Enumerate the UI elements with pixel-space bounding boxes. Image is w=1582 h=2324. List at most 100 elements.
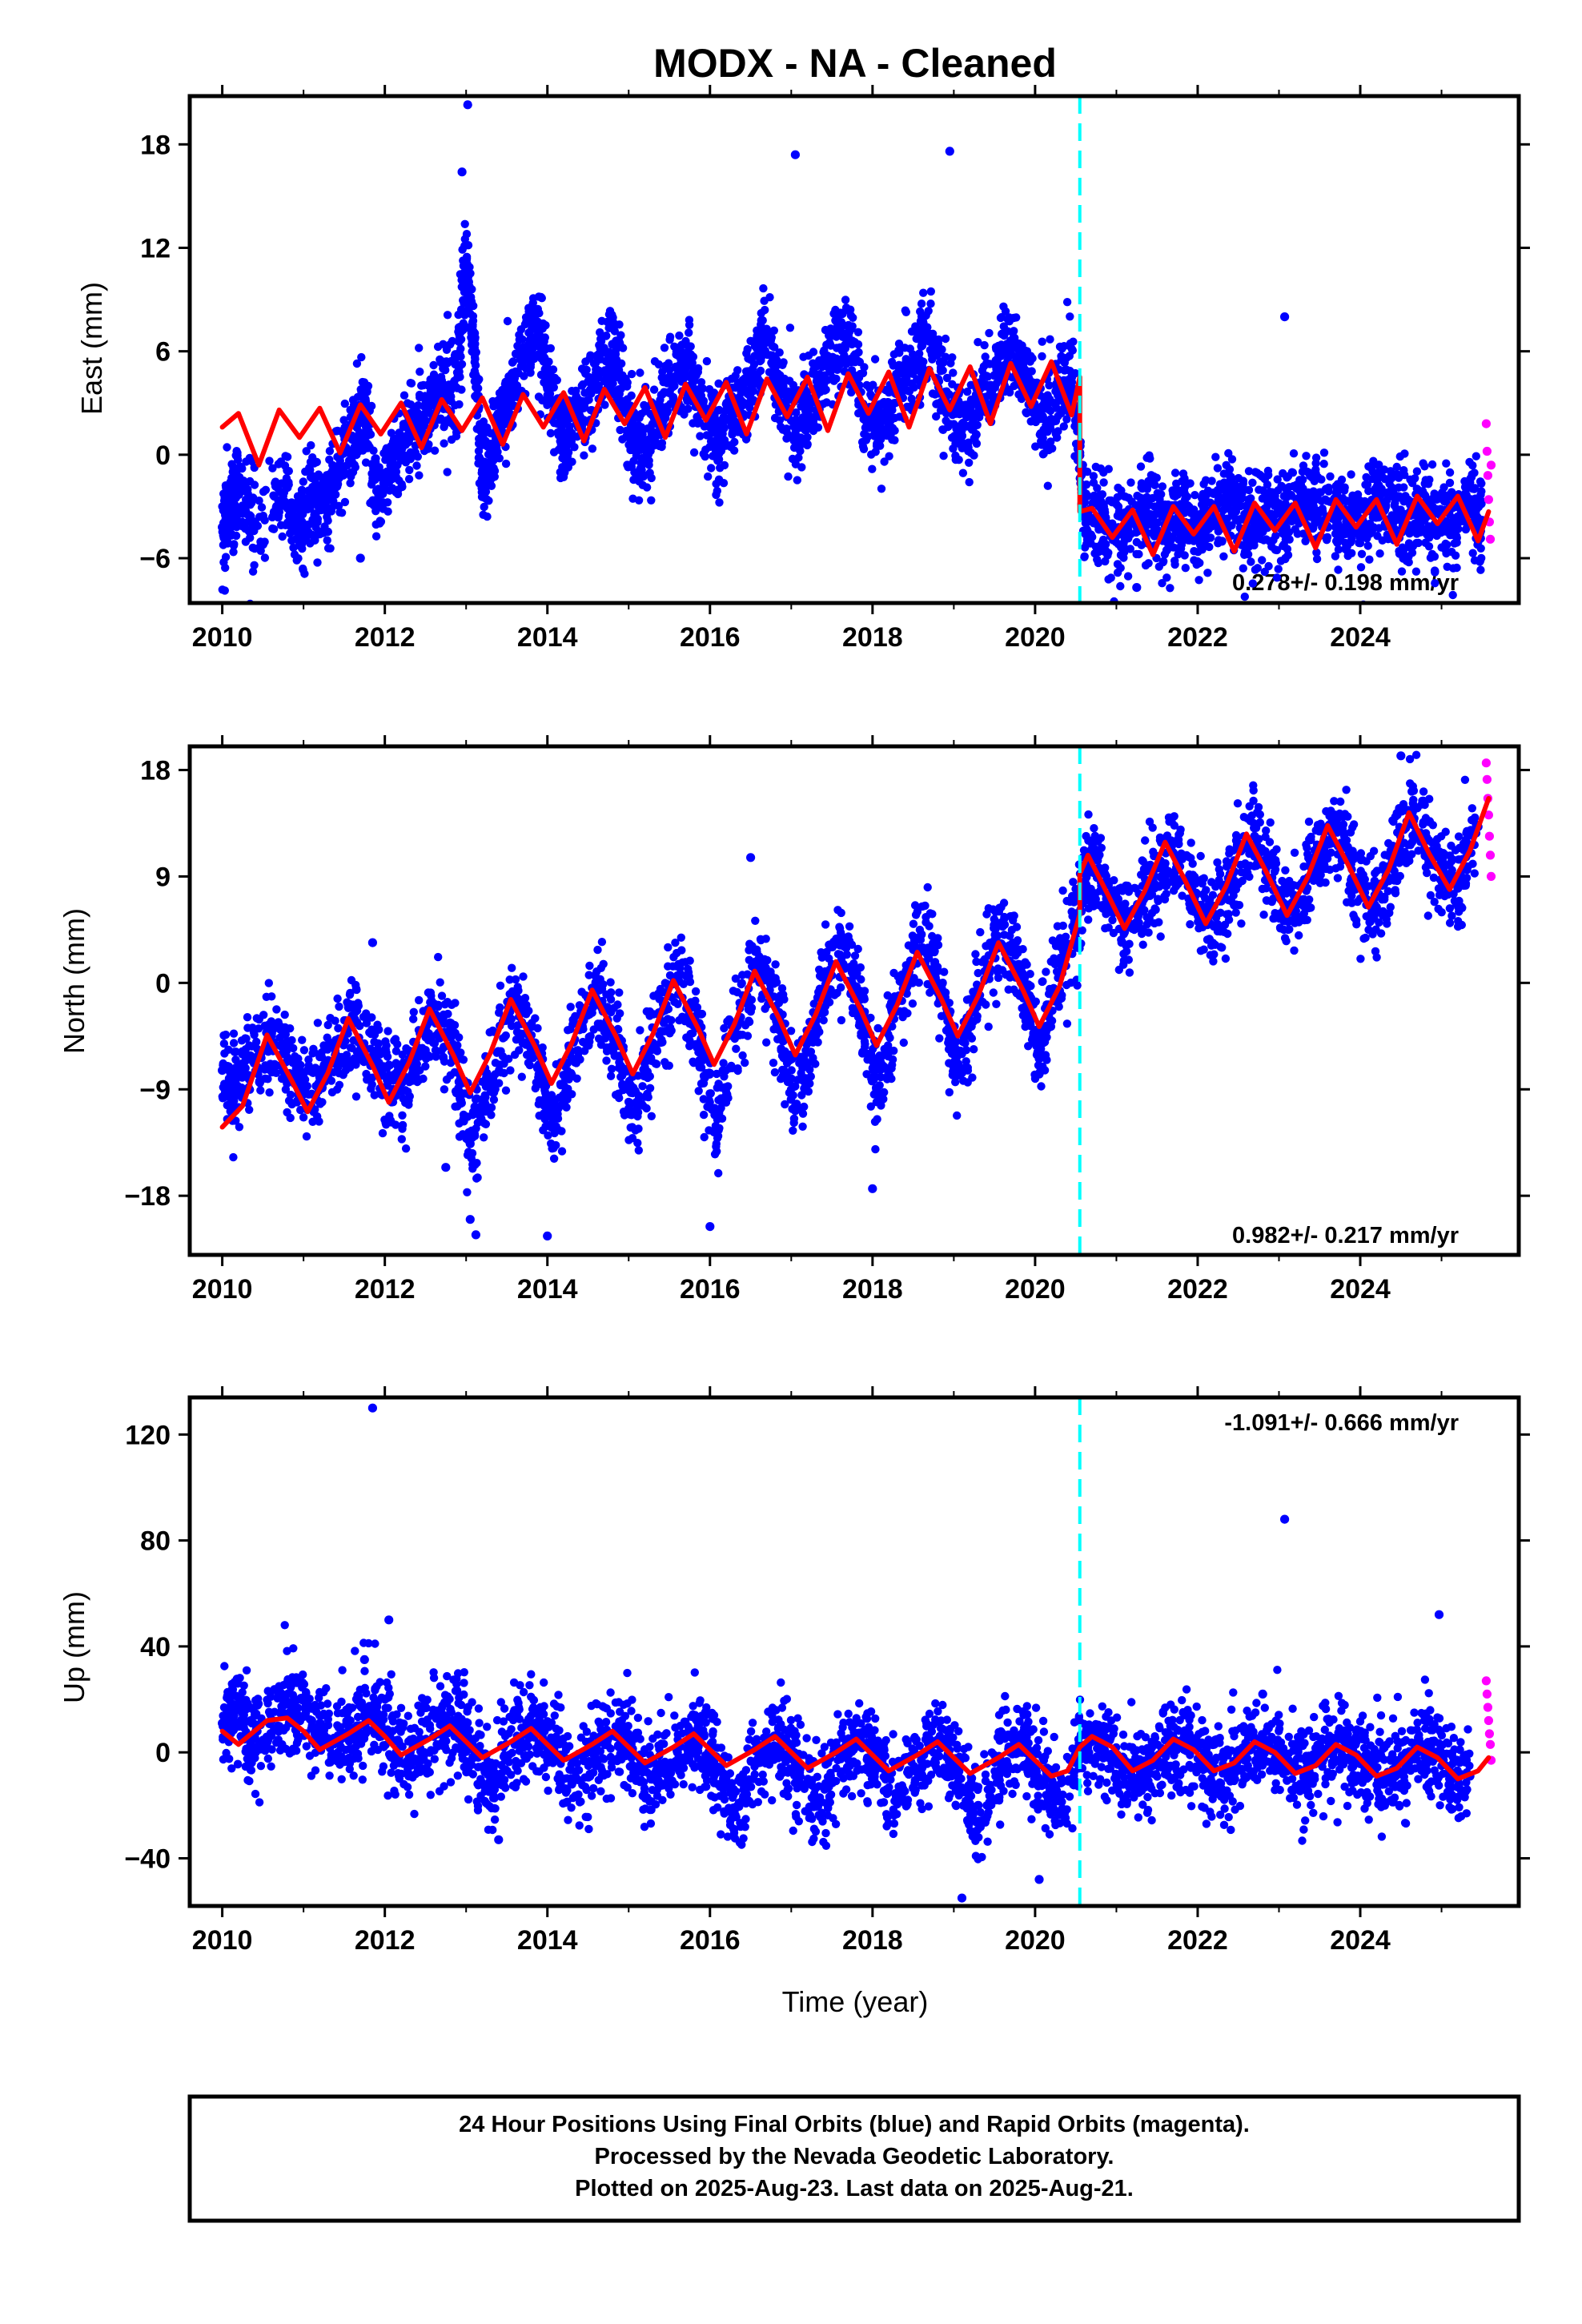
east-final-orbit-point: [578, 380, 588, 389]
east-final-orbit-point: [779, 381, 788, 391]
east-final-orbit-point: [706, 436, 716, 446]
east-final-orbit-point: [334, 501, 343, 510]
east-final-orbit-point: [518, 357, 528, 367]
east-final-orbit-point: [806, 420, 815, 428]
north-final-orbit-point: [289, 1043, 298, 1053]
east-final-orbit-point: [1279, 541, 1287, 550]
east-rapid-orbit-point: [1485, 534, 1496, 544]
east-final-orbit-point: [610, 327, 619, 336]
east-final-orbit-point: [596, 328, 604, 337]
east-final-orbit-point: [1219, 552, 1228, 561]
east-final-orbit-point: [323, 536, 331, 545]
east-final-orbit-point: [339, 416, 348, 424]
east-final-orbit-point: [1180, 551, 1189, 560]
east-final-orbit-point: [959, 443, 968, 452]
east-final-orbit-point: [1340, 486, 1349, 495]
east-xtick-label: 2020: [1005, 622, 1066, 653]
east-final-orbit-point: [420, 408, 431, 418]
east-final-orbit-point: [1279, 468, 1287, 478]
north-final-orbit-point: [227, 1096, 236, 1106]
east-final-orbit-point: [438, 357, 447, 366]
east-final-orbit-point: [1372, 470, 1382, 479]
east-final-orbit-point: [602, 332, 611, 340]
east-final-orbit-point: [274, 513, 283, 522]
north-final-orbit-point: [272, 1005, 281, 1014]
east-final-orbit-point: [1024, 382, 1034, 391]
north-final-orbit-point: [286, 1090, 295, 1100]
east-final-orbit-point: [331, 490, 340, 499]
east-final-orbit-point: [739, 376, 748, 385]
east-final-orbit-point: [456, 344, 465, 353]
east-final-orbit-point: [882, 431, 892, 440]
east-final-orbit-point: [1334, 513, 1343, 522]
east-rate-label: 0.278+/- 0.198 mm/yr: [1232, 570, 1459, 596]
east-final-orbit-point: [267, 513, 277, 522]
east-final-orbit-point: [1323, 536, 1331, 545]
east-final-orbit-point: [227, 460, 236, 468]
east-final-orbit-point: [462, 230, 472, 239]
east-final-orbit-point: [707, 464, 716, 472]
east-final-orbit-point: [1375, 487, 1384, 497]
east-final-orbit-point: [1229, 481, 1239, 490]
east-final-orbit-point: [937, 357, 946, 366]
east-final-orbit-point: [1039, 425, 1048, 434]
east-final-orbit-point: [248, 567, 258, 576]
east-final-orbit-point: [302, 447, 311, 456]
east-final-orbit-point: [864, 424, 873, 432]
east-final-orbit-point: [1136, 462, 1146, 471]
east-final-orbit-point: [474, 453, 484, 462]
east-final-orbit-point: [735, 396, 745, 405]
east-final-orbit-point: [932, 400, 941, 408]
east-final-orbit-point: [654, 360, 664, 369]
north-final-orbit-point: [224, 1045, 233, 1055]
north-final-orbit-point: [265, 1088, 274, 1097]
east-final-orbit-point: [696, 432, 705, 440]
east-final-orbit-point: [392, 439, 402, 448]
east-final-orbit-point: [1393, 515, 1402, 525]
east-final-orbit-point: [1476, 490, 1485, 499]
east-final-orbit-point: [563, 452, 572, 460]
east-final-orbit-point: [546, 344, 555, 353]
east-final-orbit-point: [743, 344, 752, 354]
east-final-orbit-point: [283, 452, 292, 461]
east-final-orbit-point: [750, 352, 759, 360]
east-final-orbit-point: [1319, 448, 1329, 457]
east-final-orbit-point: [1211, 452, 1220, 461]
east-final-orbit-point: [627, 369, 636, 379]
east-final-orbit-point: [1038, 337, 1046, 346]
east-final-orbit-point: [894, 346, 903, 355]
east-final-orbit-outlier-point: [463, 100, 472, 110]
east-final-orbit-point: [901, 355, 910, 364]
east-final-orbit-point: [367, 401, 376, 411]
east-final-orbit-point: [559, 401, 568, 411]
east-final-orbit-point: [1114, 507, 1124, 516]
east-final-orbit-point: [520, 372, 528, 380]
east-final-orbit-point: [352, 359, 362, 368]
east-rapid-orbit-point: [1486, 460, 1496, 470]
east-final-orbit-point: [853, 356, 861, 364]
east-final-orbit-point: [1062, 415, 1071, 424]
east-final-orbit-point: [235, 490, 243, 499]
east-final-orbit-point: [799, 352, 808, 361]
east-final-orbit-point: [608, 379, 617, 388]
east-final-orbit-point: [1162, 573, 1171, 582]
east-final-orbit-point: [361, 458, 371, 467]
east-final-orbit-point: [700, 422, 709, 431]
east-final-orbit-point: [1043, 481, 1053, 490]
east-final-orbit-point: [246, 533, 255, 542]
east-final-orbit-point: [1166, 584, 1174, 593]
east-final-orbit-point: [1170, 557, 1179, 565]
east-final-orbit-point: [323, 481, 331, 490]
east-final-orbit-point: [702, 431, 711, 440]
east-final-orbit-point: [919, 357, 928, 366]
east-final-orbit-point: [1447, 488, 1456, 497]
east-final-orbit-point: [1333, 538, 1342, 548]
east-final-orbit-point: [1101, 557, 1110, 566]
east-final-orbit-point: [1062, 298, 1072, 307]
east-xtick-label: 2018: [842, 622, 903, 653]
east-final-orbit-point: [1137, 541, 1146, 549]
east-xtick-label: 2024: [1330, 622, 1391, 653]
east-final-orbit-point: [1157, 490, 1166, 499]
east-final-orbit-point: [793, 476, 801, 485]
east-final-orbit-point: [820, 352, 829, 362]
